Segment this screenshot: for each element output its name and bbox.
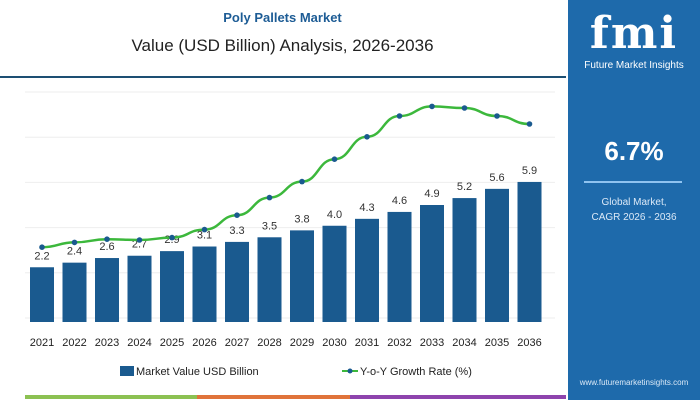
x-tick-2022: 2022 <box>62 337 86 349</box>
growth-point-2030 <box>331 156 338 162</box>
growth-point-2029 <box>299 178 305 185</box>
bar-label-2027: 3.3 <box>229 225 244 237</box>
legend-bar-swatch <box>120 366 134 376</box>
cagr-divider <box>584 181 682 183</box>
bar-label-2026: 3.1 <box>197 230 212 242</box>
growth-point-2024 <box>136 237 143 243</box>
cagr-desc-line1: Global Market, <box>601 197 667 208</box>
cagr-desc-line2: CAGR 2026 - 2036 <box>591 212 677 223</box>
footer-strip-orange <box>197 395 350 399</box>
growth-point-2025 <box>169 234 175 241</box>
legend-bar-label: Market Value USD Billion <box>136 366 259 378</box>
growth-point-2021 <box>39 244 45 250</box>
legend-line-label: Y-o-Y Growth Rate (%) <box>360 366 472 378</box>
x-tick-2025: 2025 <box>160 337 184 349</box>
bar-label-2036: 5.9 <box>522 165 537 177</box>
bar-label-2023: 2.6 <box>99 241 114 253</box>
bar-2030 <box>322 225 347 322</box>
bar-2029 <box>290 230 314 322</box>
bar-label-2022: 2.4 <box>67 246 82 258</box>
growth-point-2026 <box>201 226 208 233</box>
x-tick-2026: 2026 <box>192 337 216 349</box>
x-tick-2021: 2021 <box>30 337 54 349</box>
bar-2034 <box>452 198 477 322</box>
bar-2024 <box>127 255 152 322</box>
growth-point-2036 <box>526 121 533 127</box>
bar-2027 <box>225 241 249 322</box>
bar-2025 <box>160 251 184 322</box>
bar-label-2021: 2.2 <box>34 250 49 262</box>
bar-2026 <box>192 246 217 322</box>
website-link[interactable]: www.futuremarketinsights.com <box>579 378 689 387</box>
bar-label-2034: 5.2 <box>457 181 472 193</box>
x-tick-2023: 2023 <box>95 337 119 349</box>
growth-point-2028 <box>266 194 273 201</box>
bar-label-2033: 4.9 <box>424 188 439 200</box>
chart-subtitle: Value (USD Billion) Analysis, 2026-2036 <box>131 36 434 55</box>
x-tick-2028: 2028 <box>257 337 281 349</box>
bar-2035 <box>485 188 509 322</box>
x-tick-2030: 2030 <box>322 337 346 349</box>
growth-point-2031 <box>364 134 370 140</box>
bar-label-2032: 4.6 <box>392 195 407 207</box>
growth-point-2027 <box>234 212 240 218</box>
bar-label-2031: 4.3 <box>359 202 374 214</box>
bar-label-2028: 3.5 <box>262 220 277 232</box>
growth-point-2023 <box>104 236 110 242</box>
x-tick-2035: 2035 <box>485 337 509 349</box>
x-tick-2029: 2029 <box>290 337 314 349</box>
x-tick-2032: 2032 <box>387 337 411 349</box>
bar-label-2030: 4.0 <box>327 209 342 221</box>
growth-line <box>41 105 530 249</box>
growth-point-2035 <box>494 113 500 119</box>
x-tick-2034: 2034 <box>452 337 476 349</box>
x-tick-2036: 2036 <box>517 337 541 349</box>
bar-2028 <box>257 237 282 322</box>
bar-2031 <box>355 218 379 322</box>
x-tick-2031: 2031 <box>355 337 379 349</box>
logo-subtitle: Future Market Insights <box>584 60 684 71</box>
cagr-description: Global Market, CAGR 2026 - 2036 <box>568 195 700 225</box>
x-tick-2024: 2024 <box>127 337 151 349</box>
header-divider <box>0 76 566 78</box>
bar-2033 <box>420 205 444 322</box>
x-tick-2033: 2033 <box>420 337 444 349</box>
bar-2032 <box>387 211 412 322</box>
growth-point-2022 <box>71 239 78 246</box>
growth-point-2033 <box>429 103 435 110</box>
bar-2023 <box>95 258 119 322</box>
bar-2036 <box>517 181 542 322</box>
bar-2021 <box>30 267 54 322</box>
chart: 2.220212.420222.620232.720242.920253.120… <box>25 91 555 378</box>
bar-label-2024: 2.7 <box>132 239 147 251</box>
growth-point-2034 <box>461 105 468 111</box>
bar-2022 <box>62 262 87 322</box>
chart-title: Poly Pallets Market <box>223 10 342 25</box>
bar-label-2035: 5.6 <box>489 172 504 184</box>
bar-label-2029: 3.8 <box>294 213 309 225</box>
legend-line-marker <box>347 368 353 374</box>
growth-point-2032 <box>396 113 403 119</box>
fmi-logo: fmi <box>589 8 679 59</box>
x-tick-2027: 2027 <box>225 337 249 349</box>
side-panel: fmi Future Market Insights 6.7% Global M… <box>568 0 700 400</box>
footer-strip-green <box>25 395 197 399</box>
footer-strip-purple <box>350 395 566 399</box>
cagr-value: 6.7% <box>604 136 664 166</box>
